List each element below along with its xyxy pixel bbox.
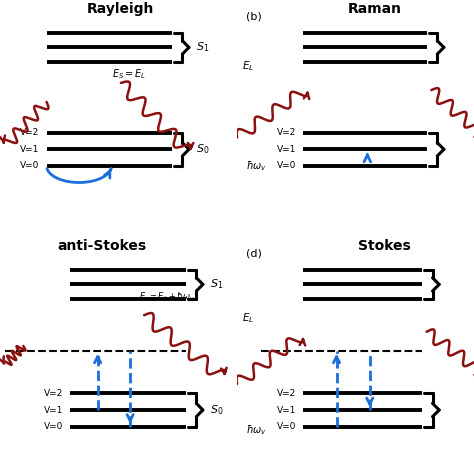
Text: V=1: V=1 <box>44 406 63 414</box>
Text: V=0: V=0 <box>277 162 296 170</box>
Text: $E_s= E_L + \hbar\omega_v$: $E_s= E_L + \hbar\omega_v$ <box>139 291 196 303</box>
Text: Stokes: Stokes <box>357 239 410 254</box>
Text: Rayleigh: Rayleigh <box>87 2 155 17</box>
Text: V=1: V=1 <box>277 406 296 414</box>
Text: V=0: V=0 <box>20 162 39 170</box>
Text: V=2: V=2 <box>277 128 296 137</box>
Text: Raman: Raman <box>347 2 401 17</box>
Text: $S_1$: $S_1$ <box>196 40 209 55</box>
Text: (d): (d) <box>246 249 262 259</box>
Text: $S_0$: $S_0$ <box>196 142 210 156</box>
Text: anti-Stokes: anti-Stokes <box>58 239 147 254</box>
Text: $\hbar\omega_v$: $\hbar\omega_v$ <box>246 159 267 173</box>
Text: V=1: V=1 <box>20 145 39 154</box>
Text: V=2: V=2 <box>20 128 39 137</box>
Text: V=0: V=0 <box>44 422 63 431</box>
Text: V=2: V=2 <box>277 389 296 398</box>
Text: V=2: V=2 <box>44 389 63 398</box>
Text: $S_1$: $S_1$ <box>210 277 223 292</box>
Text: $\hbar\omega_v$: $\hbar\omega_v$ <box>246 423 267 437</box>
Text: $S_0$: $S_0$ <box>210 403 223 417</box>
Text: V=0: V=0 <box>277 422 296 431</box>
Text: V=1: V=1 <box>277 145 296 154</box>
Text: $E_L$: $E_L$ <box>242 311 254 325</box>
Text: (b): (b) <box>246 12 262 22</box>
Text: $E_L$: $E_L$ <box>242 60 254 73</box>
Text: $E_S = E_L$: $E_S = E_L$ <box>111 67 146 81</box>
